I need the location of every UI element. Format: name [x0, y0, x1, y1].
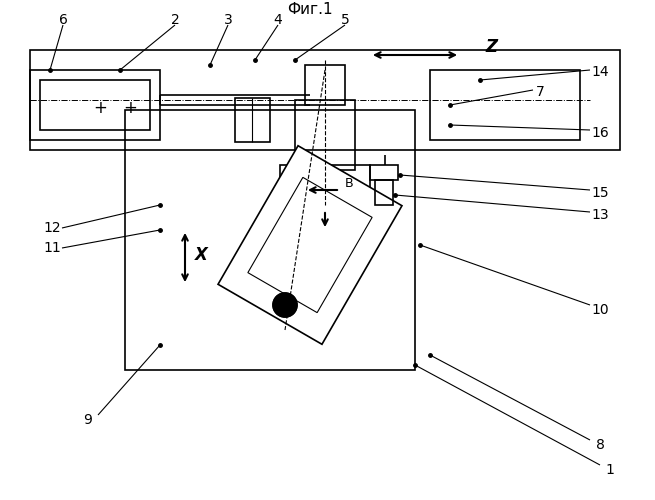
- Bar: [280, 165, 370, 200]
- Bar: [235, 98, 270, 142]
- Bar: [40, 80, 150, 130]
- Text: 15: 15: [591, 186, 608, 200]
- Bar: [218, 146, 402, 344]
- Text: 6: 6: [58, 13, 67, 27]
- Text: 9: 9: [84, 413, 92, 427]
- Bar: [248, 178, 372, 312]
- Bar: [305, 65, 345, 105]
- Text: 1: 1: [606, 463, 614, 477]
- Text: 7: 7: [536, 85, 544, 99]
- Text: Фиг.1: Фиг.1: [287, 2, 333, 18]
- Circle shape: [273, 293, 297, 317]
- Text: Z: Z: [485, 38, 497, 56]
- Bar: [30, 70, 160, 140]
- Text: 3: 3: [223, 13, 233, 27]
- Text: 8: 8: [595, 438, 605, 452]
- Bar: [430, 70, 580, 140]
- Text: 13: 13: [591, 208, 608, 222]
- Text: X: X: [195, 246, 208, 264]
- Text: +: +: [93, 99, 107, 117]
- Bar: [370, 165, 398, 180]
- Text: 14: 14: [591, 65, 608, 79]
- Bar: [375, 180, 393, 205]
- Text: 12: 12: [43, 221, 61, 235]
- Text: 16: 16: [591, 126, 609, 140]
- Bar: [30, 50, 620, 150]
- Text: 2: 2: [170, 13, 179, 27]
- Text: +: +: [123, 99, 137, 117]
- Bar: [125, 110, 415, 370]
- Text: B: B: [345, 177, 354, 190]
- Bar: [295, 100, 355, 170]
- Text: 11: 11: [43, 241, 61, 255]
- Text: 5: 5: [341, 13, 349, 27]
- Text: 10: 10: [591, 303, 608, 317]
- Text: 4: 4: [274, 13, 282, 27]
